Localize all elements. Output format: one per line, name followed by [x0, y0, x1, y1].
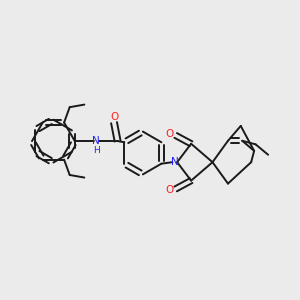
- Text: N: N: [171, 157, 178, 167]
- Text: O: O: [110, 112, 118, 122]
- Text: O: O: [165, 129, 173, 139]
- Text: H: H: [93, 146, 100, 154]
- Text: N: N: [92, 136, 100, 146]
- Text: O: O: [165, 185, 173, 195]
